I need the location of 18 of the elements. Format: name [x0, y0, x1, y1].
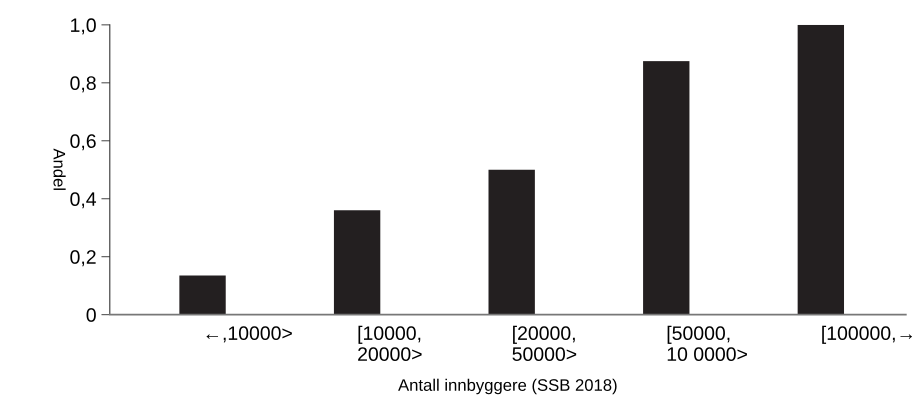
y-tick-label: 0,8: [70, 76, 96, 92]
y-axis-title: Andel: [53, 148, 66, 190]
y-tick-label: 0,4: [70, 192, 96, 208]
bar: [179, 276, 226, 315]
x-axis-title: Antall innbyggere (SSB 2018): [398, 378, 617, 394]
x-tick-label: [10000, 20000>: [358, 326, 422, 361]
y-tick-label: 1,0: [71, 18, 96, 34]
y-tick-label: 0,2: [70, 250, 96, 266]
bar: [488, 170, 535, 315]
bar: [334, 210, 380, 315]
x-tick-label: [20000, 50000>: [512, 326, 576, 361]
bar: [643, 61, 690, 315]
x-tick-label: [50000, 10 0000>: [668, 326, 747, 361]
y-tick-label: 0: [86, 308, 96, 322]
x-tick-label: ←,10000>: [206, 326, 292, 342]
x-tick-label: [100000,→: [822, 326, 912, 344]
bar: [798, 24, 844, 315]
y-tick-label: 0,6: [70, 134, 96, 150]
